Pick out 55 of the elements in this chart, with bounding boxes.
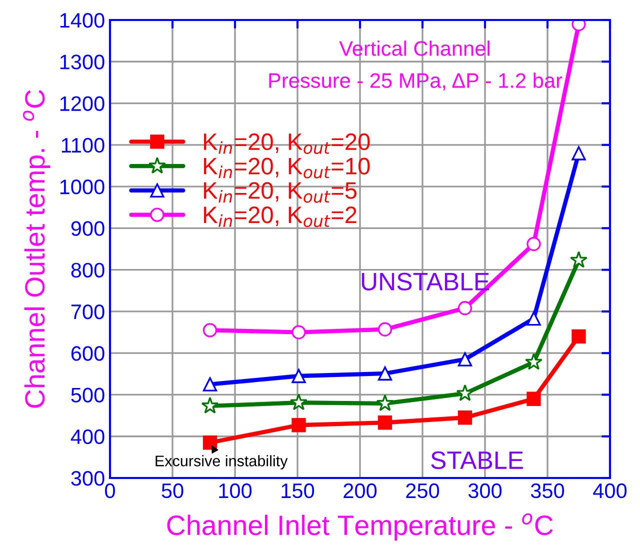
y-tick-label: 400 [70,429,104,444]
text: Pressure - 25 MPa, ΔP - 1.2 bar [269,72,562,90]
x-tick-label: 150 [282,483,314,498]
point [376,394,394,412]
x-axis-title: Channel Inlet Temperature - $^{o}$C [167,513,553,541]
point [572,329,586,344]
y-tick-label: 1400 [60,13,104,28]
annotation: UNSTABLE [362,272,490,290]
point [526,311,541,326]
y-tick-label: 800 [71,262,104,278]
legend-label: K$_{in}$=20, K$_{out}$=20 [204,133,370,154]
x-tick-label: 200 [344,483,377,498]
y-tick-label: 1200 [60,96,104,112]
point [202,377,218,392]
point [524,353,543,370]
point [378,366,392,381]
x-tick-label: 350 [530,483,564,498]
point [572,146,586,160]
x-tick-label: 300 [468,483,502,498]
x-tick-label: 50 [162,483,184,498]
x-tick-label: 250 [406,483,440,498]
point [202,323,218,338]
y-tick-label: 300 [71,471,104,486]
point [458,410,472,425]
point [458,352,472,366]
y-tick-label: 1100 [62,138,104,153]
point [456,384,474,402]
point [292,325,306,340]
point [292,368,306,384]
legend-label: K$_{in}$=20, K$_{out}$=2 [204,206,356,228]
point [378,416,392,430]
y-tick-label: 1300 [60,54,104,70]
point [201,396,219,414]
point [292,418,306,432]
annotation: STABLE [431,451,523,470]
point [570,251,588,268]
annotation: Excursive instability [156,455,288,470]
y-axis-title: Channel Outlet temp. - $^{o}$C [22,90,50,408]
x-tick-label: 0 [105,483,115,498]
point [526,392,541,406]
point [378,322,392,336]
x-tick-label: 400 [593,483,627,498]
legend-label: K$_{in}$=20, K$_{out}$=10 [204,158,370,178]
point [202,436,218,450]
y-tick-label: 1000 [60,180,104,194]
y-tick-label: 600 [71,346,104,361]
point [290,393,308,410]
text: Vertical Channel [339,40,490,56]
point [458,301,472,316]
y-tick-label: 700 [71,304,104,320]
point [526,236,541,252]
x-tick-label: 100 [219,483,252,498]
y-tick-label: 500 [71,388,104,402]
legend-label: K$_{in}$=20, K$_{out}$=5 [204,182,357,203]
y-tick-label: 900 [71,221,104,236]
